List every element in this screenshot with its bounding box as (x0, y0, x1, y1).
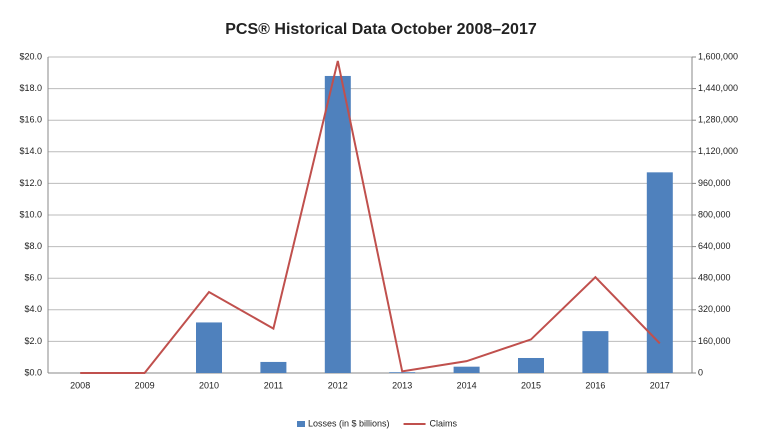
y2-tick-label: 160,000 (698, 336, 731, 346)
y2-tick-label: 0 (698, 367, 703, 377)
x-tick-label: 2010 (199, 380, 219, 390)
x-tick-label: 2012 (328, 380, 348, 390)
y2-tick-label: 800,000 (698, 209, 731, 219)
y2-tick-label: 1,120,000 (698, 146, 738, 156)
bar (646, 172, 673, 373)
y2-tick-label: 320,000 (698, 304, 731, 314)
y-tick-label: $18.0 (19, 83, 42, 93)
x-tick-label: 2013 (392, 380, 412, 390)
y2-tick-label: 480,000 (698, 273, 731, 283)
x-tick-label: 2008 (70, 380, 90, 390)
y-tick-label: $0.0 (24, 367, 42, 377)
y-tick-label: $12.0 (19, 178, 42, 188)
x-tick-label: 2016 (585, 380, 605, 390)
y-tick-label: $2.0 (24, 336, 42, 346)
bar (196, 322, 222, 373)
y-tick-label: $8.0 (24, 241, 42, 251)
y-tick-label: $6.0 (24, 273, 42, 283)
bar (518, 357, 544, 373)
y2-tick-label: 1,280,000 (698, 115, 738, 125)
y-tick-label: $10.0 (19, 209, 42, 219)
x-tick-label: 2017 (650, 380, 670, 390)
bar (453, 366, 480, 373)
bar (260, 361, 287, 373)
bar (582, 331, 609, 373)
y2-tick-label: 960,000 (698, 178, 731, 188)
legend-label: Claims (430, 418, 458, 428)
x-tick-label: 2009 (135, 380, 155, 390)
x-tick-label: 2014 (457, 380, 477, 390)
y2-tick-label: 640,000 (698, 241, 731, 251)
y2-tick-label: 1,600,000 (698, 51, 738, 61)
chart-title: PCS® Historical Data October 2008–2017 (225, 21, 537, 38)
y-tick-label: $16.0 (19, 115, 42, 125)
y-tick-label: $4.0 (24, 304, 42, 314)
y2-tick-label: 1,440,000 (698, 83, 738, 93)
legend-swatch (297, 421, 305, 427)
x-tick-label: 2011 (264, 380, 283, 390)
legend-label: Losses (in $ billions) (308, 418, 390, 428)
line (80, 60, 661, 374)
y-tick-label: $20.0 (19, 51, 42, 61)
bar (324, 75, 351, 374)
x-tick-label: 2015 (521, 380, 541, 390)
bar (389, 372, 416, 373)
y-tick-label: $14.0 (19, 146, 42, 156)
